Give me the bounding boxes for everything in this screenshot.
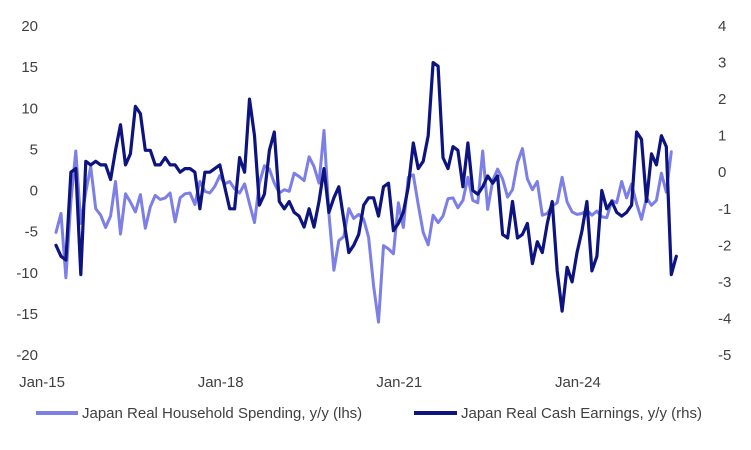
left-axis-tick-label: -20 bbox=[16, 347, 38, 364]
right-axis-tick-label: -2 bbox=[718, 237, 731, 254]
right-axis-tick-label: 1 bbox=[718, 128, 726, 145]
right-axis-tick-label: -3 bbox=[718, 274, 731, 291]
left-axis: 20 15 10 5 0 -5 -10 -15 -20 bbox=[16, 18, 38, 364]
x-axis: Jan-15 Jan-18 Jan-21 Jan-24 bbox=[19, 374, 601, 391]
x-axis-tick-label: Jan-24 bbox=[555, 374, 601, 391]
plot-area bbox=[54, 60, 678, 324]
right-axis-tick-label: -1 bbox=[718, 201, 731, 218]
right-axis-tick-label: 4 bbox=[718, 18, 726, 35]
right-axis-tick-label: 3 bbox=[718, 55, 726, 72]
left-axis-tick-label: 0 bbox=[30, 183, 38, 200]
x-axis-tick-label: Jan-21 bbox=[376, 374, 422, 391]
left-axis-tick-label: 20 bbox=[21, 18, 38, 35]
x-axis-tick-label: Jan-18 bbox=[198, 374, 244, 391]
x-axis-tick-label: Jan-15 bbox=[19, 374, 65, 391]
left-axis-tick-label: 5 bbox=[30, 141, 38, 158]
left-axis-tick-label: -10 bbox=[16, 265, 38, 282]
right-axis-tick-label: 0 bbox=[718, 164, 726, 181]
right-axis: 4 3 2 1 0 -1 -2 -3 -4 -5 bbox=[718, 18, 731, 364]
left-axis-tick-label: 15 bbox=[21, 59, 38, 76]
left-axis-tick-label: -15 bbox=[16, 306, 38, 323]
legend-label-2: Japan Real Cash Earnings, y/y (rhs) bbox=[461, 405, 702, 422]
series-line-1 bbox=[54, 129, 673, 324]
legend-label-1: Japan Real Household Spending, y/y (lhs) bbox=[82, 405, 362, 422]
left-axis-tick-label: -5 bbox=[25, 224, 38, 241]
left-axis-tick-label: 10 bbox=[21, 100, 38, 117]
right-axis-tick-label: -5 bbox=[718, 347, 731, 364]
legend: Japan Real Household Spending, y/y (lhs)… bbox=[36, 405, 702, 422]
right-axis-tick-label: 2 bbox=[718, 91, 726, 108]
series-line-2 bbox=[54, 60, 678, 313]
right-axis-tick-label: -4 bbox=[718, 310, 731, 327]
